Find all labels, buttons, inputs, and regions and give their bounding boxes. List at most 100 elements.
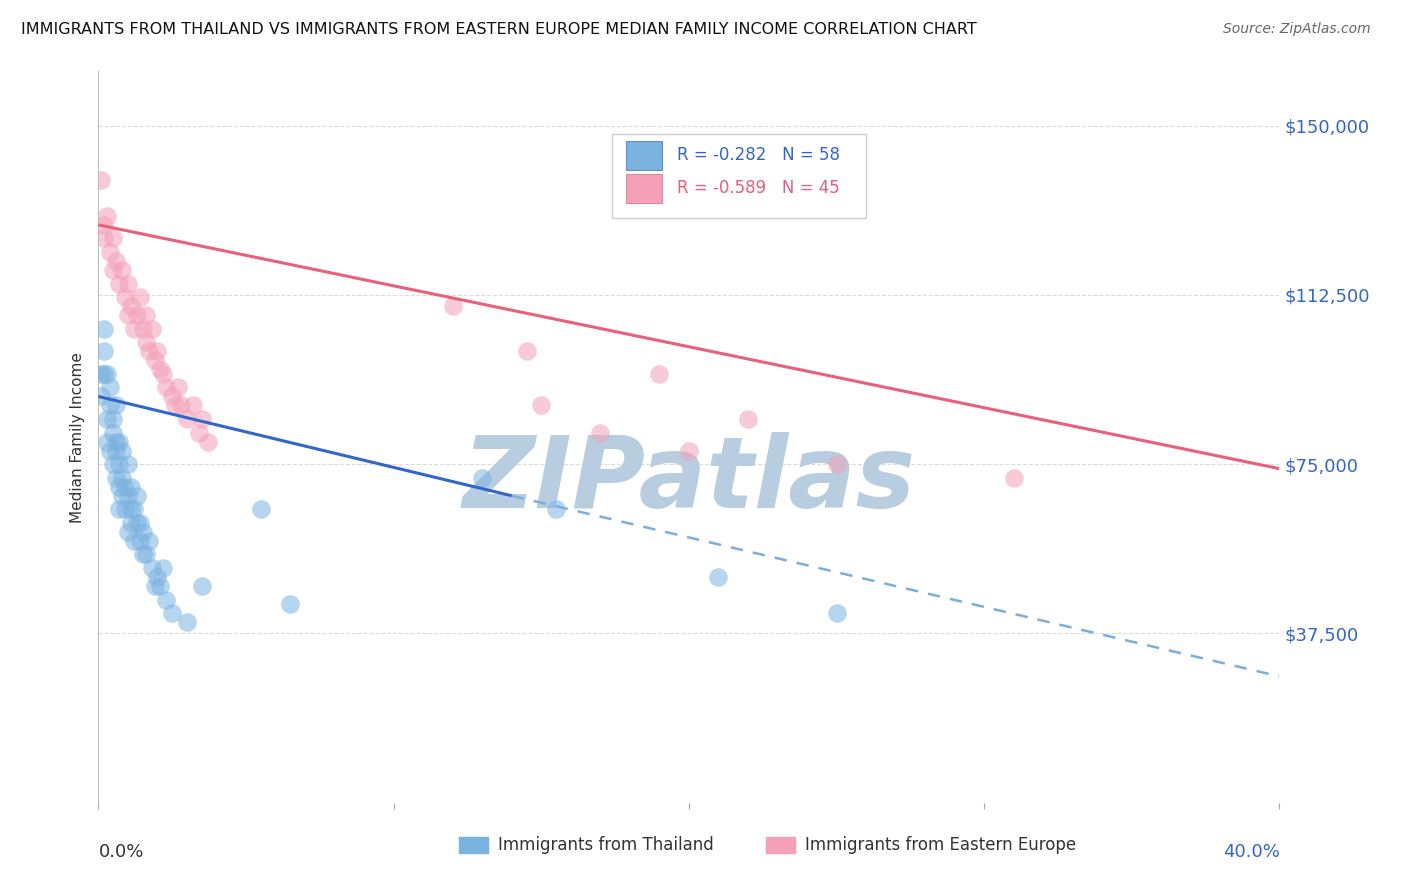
Point [825,606,848,620]
Point [105,399,128,413]
Point [155,380,177,394]
Point [122,533,145,548]
Point [737,412,759,426]
Point [707,570,730,584]
Point [105,434,128,449]
Point [516,344,538,359]
Point [96,434,118,449]
Point [98,399,121,413]
Point [117,489,139,503]
Point [98,244,121,259]
Point [149,362,172,376]
Point [825,457,848,471]
Bar [458,838,488,854]
Point [132,322,155,336]
Point [90,172,112,186]
Point [96,367,118,381]
Point [155,592,177,607]
Bar [626,174,662,203]
Point [93,367,115,381]
Point [105,254,128,268]
Text: 40.0%: 40.0% [1223,843,1279,861]
Point [648,367,671,381]
Text: 0.0%: 0.0% [98,843,143,861]
Point [96,209,118,223]
Point [152,561,174,575]
Point [114,290,136,304]
Point [103,263,125,277]
Point [125,489,148,503]
Text: IMMIGRANTS FROM THAILAND VS IMMIGRANTS FROM EASTERN EUROPE MEDIAN FAMILY INCOME : IMMIGRANTS FROM THAILAND VS IMMIGRANTS F… [21,22,977,37]
Point [117,457,139,471]
Point [103,425,125,440]
Point [135,548,157,562]
Point [135,335,157,350]
Point [105,471,128,485]
Bar [766,838,796,854]
Point [678,443,700,458]
Point [120,516,142,530]
Point [530,399,553,413]
Point [120,480,142,494]
Point [105,443,128,458]
Point [98,443,121,458]
Point [103,412,125,426]
Point [90,367,112,381]
Point [90,389,112,403]
Y-axis label: Median Family Income: Median Family Income [70,351,86,523]
Point [117,308,139,322]
Point [191,579,214,593]
Point [471,471,494,485]
Point [141,322,163,336]
Point [122,502,145,516]
Point [120,502,142,516]
Point [125,516,148,530]
Point [589,425,612,440]
Bar [626,141,662,170]
Point [120,299,142,313]
Point [152,367,174,381]
Point [546,502,568,516]
Point [111,471,134,485]
Point [143,353,166,368]
FancyBboxPatch shape [612,134,866,218]
Point [108,457,131,471]
Point [108,434,131,449]
Point [250,502,273,516]
Point [170,399,193,413]
Point [167,380,190,394]
Point [122,322,145,336]
Text: Immigrants from Thailand: Immigrants from Thailand [498,836,713,855]
Point [1002,471,1025,485]
Text: R = -0.282   N = 58: R = -0.282 N = 58 [678,146,841,164]
Point [125,308,148,322]
Point [280,597,302,611]
Point [114,502,136,516]
Point [93,322,115,336]
Point [146,570,169,584]
Point [138,344,160,359]
Point [176,615,198,630]
Text: Source: ZipAtlas.com: Source: ZipAtlas.com [1223,22,1371,37]
Point [111,263,134,277]
Point [165,399,187,413]
Text: ZIPatlas: ZIPatlas [463,433,915,530]
Point [191,412,214,426]
Point [111,489,134,503]
Point [149,579,172,593]
Point [143,579,166,593]
Point [103,457,125,471]
Point [197,434,219,449]
Point [114,480,136,494]
Point [111,443,134,458]
Point [162,606,183,620]
Point [176,412,198,426]
Point [117,524,139,539]
Point [181,399,204,413]
Point [441,299,464,313]
Point [93,218,115,232]
Point [96,412,118,426]
Point [108,502,131,516]
Point [135,308,157,322]
Point [141,561,163,575]
